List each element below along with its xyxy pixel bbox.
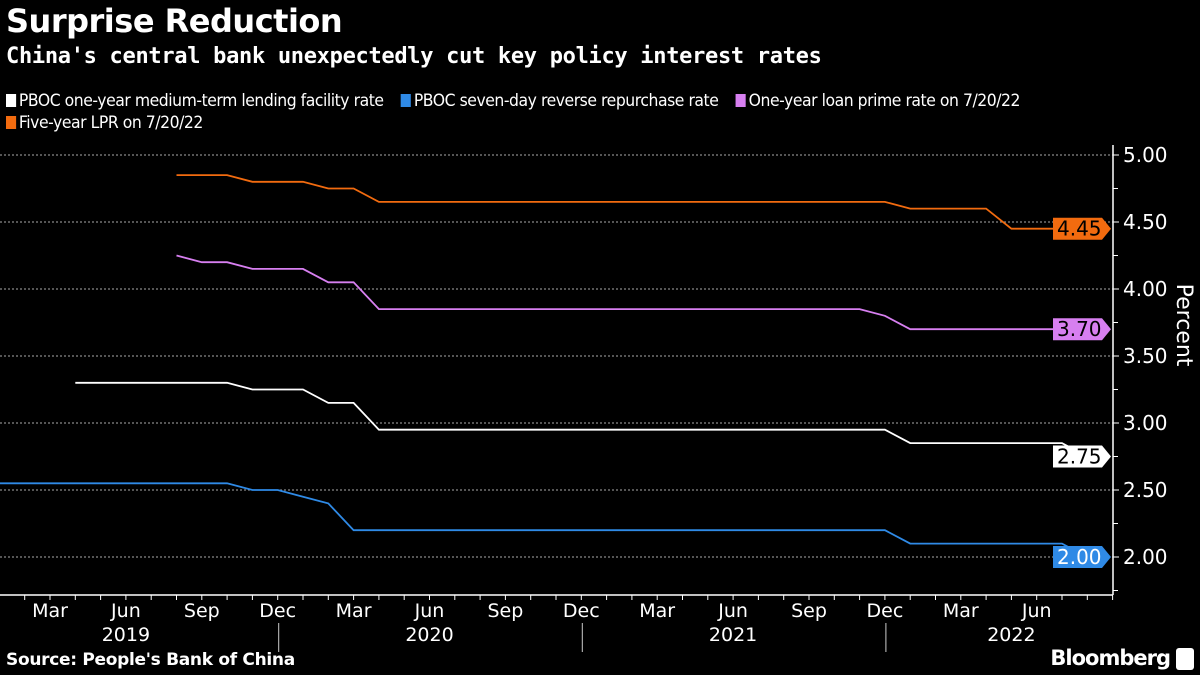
x-year-label: 2022	[987, 624, 1035, 646]
x-tick-label: Dec	[259, 600, 296, 622]
end-value-label: 3.70	[1057, 317, 1102, 341]
x-tick-label: Mar	[639, 600, 675, 622]
series-line-0	[75, 381, 1088, 458]
end-value-badge	[1053, 318, 1111, 341]
series-line-3	[176, 174, 1062, 230]
y-axis-label: Percent	[1171, 284, 1196, 367]
legend-label: Five-year LPR on 7/20/22	[18, 113, 203, 133]
legend-swatch	[6, 116, 17, 129]
y-tick-label: 2.50	[1123, 478, 1168, 502]
end-value-badge	[1053, 445, 1111, 468]
x-tick-label: Sep	[184, 600, 220, 622]
legend-swatch	[6, 94, 17, 107]
legend-label: PBOC seven-day reverse repurchase rate	[413, 91, 719, 111]
x-tick-label: Jun	[110, 600, 141, 622]
chart-subtitle: China's central bank unexpectedly cut ke…	[6, 44, 822, 69]
chart-title: Surprise Reduction	[6, 2, 343, 40]
legend-item-five-year-lpr: Five-year LPR on 7/20/22	[6, 112, 203, 134]
y-tick-label: 2.00	[1123, 545, 1168, 569]
x-tick-label: Jun	[717, 600, 748, 622]
y-tick-label: 3.00	[1123, 411, 1168, 435]
y-tick-label: 4.50	[1123, 210, 1168, 234]
x-tick-label: Mar	[336, 600, 372, 622]
end-value-label: 2.75	[1057, 445, 1102, 469]
x-tick-label: Mar	[32, 600, 68, 622]
series-line-1	[0, 482, 1088, 558]
legend-label: One-year loan prime rate on 7/20/22	[748, 91, 1021, 111]
legend: PBOC one-year medium-term lending facili…	[6, 90, 1193, 134]
source-note: Source: People's Bank of China	[6, 650, 295, 670]
y-tick-label: 3.50	[1123, 344, 1168, 368]
x-tick-label: Dec	[867, 600, 904, 622]
bloomberg-icon	[1176, 648, 1194, 670]
x-year-label: 2020	[405, 624, 453, 646]
legend-item-one-year-lpr: One-year loan prime rate on 7/20/22	[735, 90, 1021, 112]
x-year-label: 2021	[709, 624, 757, 646]
legend-swatch	[400, 94, 412, 107]
legend-swatch	[735, 94, 746, 107]
series-line-2	[176, 254, 1062, 331]
legend-label: PBOC one-year medium-term lending facili…	[18, 91, 384, 111]
x-tick-label: Sep	[791, 600, 827, 622]
end-value-badge	[1053, 217, 1111, 240]
x-tick-label: Sep	[487, 600, 523, 622]
y-tick-label: 4.00	[1123, 277, 1168, 301]
legend-item-mlf: PBOC one-year medium-term lending facili…	[6, 90, 384, 112]
x-tick-label: Jun	[1021, 600, 1052, 622]
end-value-badge	[1053, 546, 1111, 568]
legend-item-reverse-repo: PBOC seven-day reverse repurchase rate	[400, 90, 719, 112]
end-value-label: 4.45	[1057, 217, 1102, 241]
y-tick-label: 5.00	[1123, 143, 1168, 167]
end-value-label: 2.00	[1057, 545, 1102, 569]
bloomberg-logo: Bloomberg	[1050, 646, 1171, 670]
x-tick-label: Jun	[414, 600, 445, 622]
x-year-label: 2019	[102, 624, 150, 646]
x-tick-label: Mar	[943, 600, 979, 622]
x-tick-label: Dec	[563, 600, 600, 622]
